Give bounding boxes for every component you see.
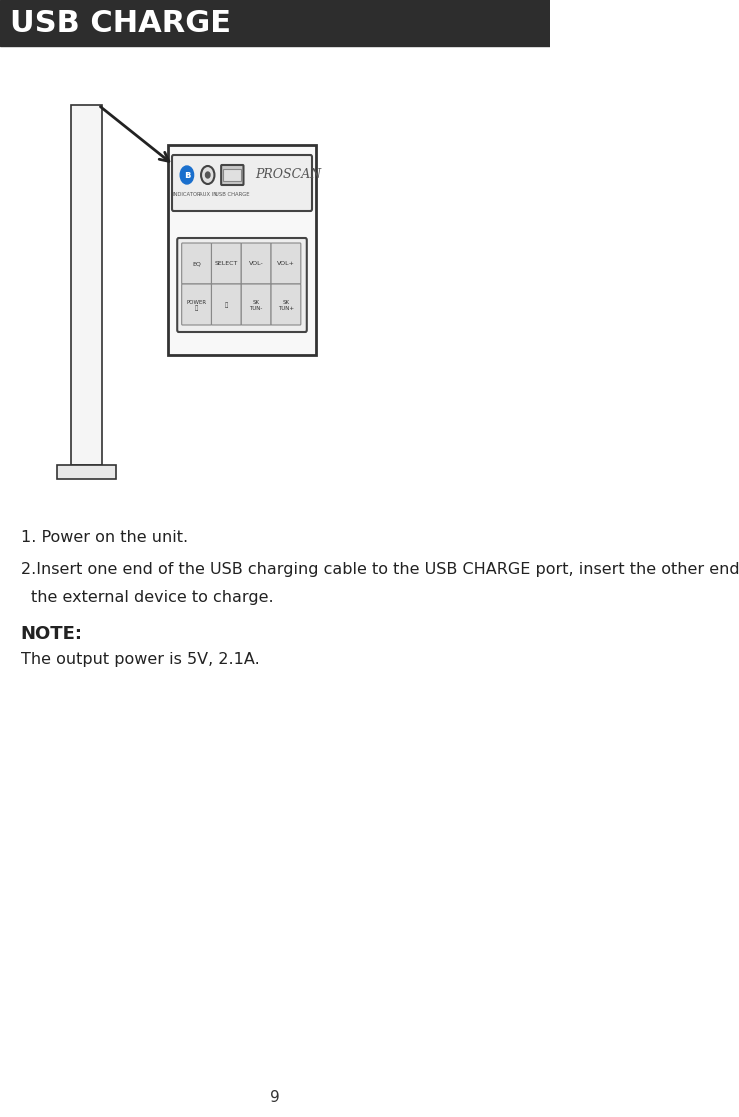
Circle shape — [201, 166, 214, 184]
Text: VOL+: VOL+ — [277, 261, 295, 266]
Bar — [168, 145, 316, 355]
FancyBboxPatch shape — [271, 244, 301, 284]
Circle shape — [180, 166, 194, 184]
Text: ʙ: ʙ — [184, 170, 190, 180]
FancyBboxPatch shape — [211, 244, 241, 284]
Text: POWER
⏻: POWER ⏻ — [186, 299, 207, 312]
Text: PROSCAN: PROSCAN — [255, 169, 321, 181]
Text: ⏭: ⏭ — [225, 303, 228, 308]
FancyBboxPatch shape — [182, 284, 211, 325]
FancyBboxPatch shape — [177, 238, 307, 332]
Text: 2.Insert one end of the USB charging cable to the USB CHARGE port, insert the ot: 2.Insert one end of the USB charging cab… — [21, 562, 739, 577]
FancyBboxPatch shape — [172, 155, 312, 211]
Text: VOL-: VOL- — [249, 261, 264, 266]
FancyBboxPatch shape — [221, 165, 243, 185]
Bar — [223, 169, 241, 181]
Text: the external device to charge.: the external device to charge. — [31, 590, 274, 605]
Text: NOTE:: NOTE: — [21, 626, 83, 643]
Text: USB CHARGE: USB CHARGE — [10, 9, 231, 38]
Bar — [57, 465, 116, 479]
Text: SK
TUN+: SK TUN+ — [278, 300, 294, 311]
Text: SELECT: SELECT — [214, 261, 238, 266]
Text: INDICATOR: INDICATOR — [173, 191, 201, 197]
Text: USB CHARGE: USB CHARGE — [215, 191, 250, 197]
Circle shape — [205, 172, 210, 178]
Text: AUX IN: AUX IN — [199, 191, 217, 197]
Text: 1. Power on the unit.: 1. Power on the unit. — [21, 529, 188, 545]
Bar — [71, 105, 102, 465]
Bar — [0, 0, 551, 46]
FancyBboxPatch shape — [211, 284, 241, 325]
Text: EQ: EQ — [192, 261, 201, 266]
FancyBboxPatch shape — [241, 284, 271, 325]
FancyBboxPatch shape — [182, 244, 211, 284]
FancyBboxPatch shape — [241, 244, 271, 284]
Text: SK
TUN-: SK TUN- — [250, 300, 263, 311]
FancyBboxPatch shape — [271, 284, 301, 325]
Text: 9: 9 — [270, 1090, 280, 1105]
Text: The output power is 5V, 2.1A.: The output power is 5V, 2.1A. — [21, 652, 259, 667]
